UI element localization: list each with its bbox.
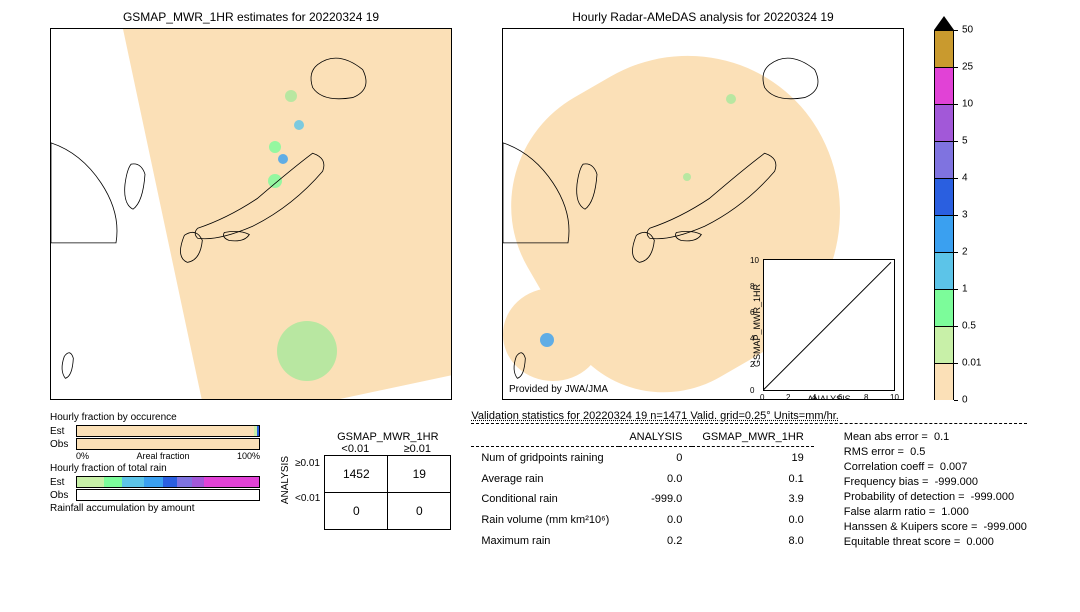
stats-cell: 8.0 <box>692 530 813 551</box>
top-row: GSMAP_MWR_1HR estimates for 20220324 19 … <box>10 10 1070 400</box>
stats-cell: Num of gridpoints raining <box>471 447 619 468</box>
fraction-footer: Rainfall accumulation by amount <box>50 503 260 514</box>
contingency-row-header: ≥0.01 <box>295 458 320 469</box>
colorbar-tick-label: 50 <box>962 25 973 36</box>
contingency-col-header: ≥0.01 <box>386 443 448 455</box>
fraction-bar <box>76 489 260 501</box>
right-map: 45°N40°N35°N30°N25°N125°E130°E135°EProvi… <box>502 28 904 400</box>
inset-scatter: 00224466881010ANALYSISGSMAP_MWR_1HR <box>763 259 895 391</box>
totalrain-title: Hourly fraction of total rain <box>50 463 260 474</box>
contingency-cell: 19 <box>388 456 451 493</box>
stats-metric: Correlation coeff = 0.007 <box>844 461 1027 473</box>
stats-metric: Hanssen & Kuipers score = -999.000 <box>844 521 1027 533</box>
stats-cell: 0.2 <box>619 530 692 551</box>
stats-metric: Mean abs error = 0.1 <box>844 431 1027 443</box>
stats-cell: 3.9 <box>692 489 813 510</box>
scale-right: 100% <box>237 451 260 461</box>
colorbar-tick-label: 10 <box>962 99 973 110</box>
colorbar-tick-label: 1 <box>962 284 968 295</box>
contingency-table: ANALYSIS ≥0.01<0.01 GSMAP_MWR_1HR <0.01≥… <box>280 410 451 551</box>
validation-stats: Validation statistics for 20220324 19 n=… <box>471 410 1027 551</box>
colorbar-tick-label: 4 <box>962 173 968 184</box>
left-map: 45°N40°N35°N30°N25°N125°E130°E135°E140°E… <box>50 28 452 400</box>
stats-metric: Frequency bias = -999.000 <box>844 476 1027 488</box>
stats-header: ANALYSIS <box>619 428 692 447</box>
stats-cell: 0.0 <box>692 510 813 531</box>
stats-metric: Probability of detection = -999.000 <box>844 491 1027 503</box>
scale-center: Areal fraction <box>136 451 189 461</box>
fraction-section: Hourly fraction by occurence Est Obs 0% A… <box>50 410 260 551</box>
colorbar-tick-label: 25 <box>962 62 973 73</box>
stats-cell: 19 <box>692 447 813 468</box>
contingency-row-headers: ≥0.01 <0.01 <box>295 446 320 516</box>
occurrence-title: Hourly fraction by occurence <box>50 412 260 423</box>
bottom-row: Hourly fraction by occurence Est Obs 0% A… <box>50 410 1070 551</box>
fraction-row-label: Est <box>50 477 76 488</box>
stats-cell: 0.0 <box>619 510 692 531</box>
contingency-col-headers: <0.01≥0.01 <box>324 443 451 455</box>
colorbar: 502510543210.50.010 <box>934 30 954 400</box>
stats-columns: ANALYSISGSMAP_MWR_1HR Num of gridpoints r… <box>471 428 1027 551</box>
stats-metric: False alarm ratio = 1.000 <box>844 506 1027 518</box>
colorbar-tick-label: 2 <box>962 247 968 258</box>
stats-left-table: ANALYSISGSMAP_MWR_1HR Num of gridpoints r… <box>471 428 813 551</box>
fraction-bar <box>76 425 260 437</box>
colorbar-tick-label: 5 <box>962 136 968 147</box>
stats-title: Validation statistics for 20220324 19 n=… <box>471 410 1027 422</box>
occurrence-scale: 0% Areal fraction 100% <box>76 451 260 461</box>
stats-right-list: Mean abs error = 0.1 RMS error = 0.5 Corre… <box>844 428 1027 551</box>
stats-cell: Maximum rain <box>471 530 619 551</box>
occurrence-bars: Est Obs <box>50 425 260 450</box>
contingency-title: GSMAP_MWR_1HR <box>324 431 451 443</box>
contingency-y-label: ANALYSIS <box>280 456 291 504</box>
colorbar-tick-label: 0.01 <box>962 358 981 369</box>
fraction-row-label: Obs <box>50 490 76 501</box>
stats-cell: Average rain <box>471 468 619 489</box>
stats-cell: -999.0 <box>619 489 692 510</box>
fraction-row-label: Est <box>50 426 76 437</box>
fraction-row-label: Obs <box>50 439 76 450</box>
stats-header <box>471 428 619 447</box>
left-map-panel: GSMAP_MWR_1HR estimates for 20220324 19 … <box>50 10 452 400</box>
contingency-cell: 0 <box>325 493 388 530</box>
stats-cell: 0.0 <box>619 468 692 489</box>
contingency-cell: 0 <box>388 493 451 530</box>
colorbar-tick-label: 3 <box>962 210 968 221</box>
stats-cell: 0 <box>619 447 692 468</box>
colorbar-tick-label: 0.5 <box>962 321 976 332</box>
stats-cell: Conditional rain <box>471 489 619 510</box>
scale-left: 0% <box>76 451 89 461</box>
colorbar-tick-label: 0 <box>962 395 968 406</box>
fraction-bar <box>76 438 260 450</box>
stats-metric: Equitable threat score = 0.000 <box>844 536 1027 548</box>
left-map-title: GSMAP_MWR_1HR estimates for 20220324 19 <box>50 10 452 24</box>
stats-header: GSMAP_MWR_1HR <box>692 428 813 447</box>
totalrain-bars: Est Obs <box>50 476 260 501</box>
stats-cell: Rain volume (mm km²10⁶) <box>471 510 619 531</box>
contingency-grid: 14521900 <box>324 455 451 530</box>
right-map-panel: Hourly Radar-AMeDAS analysis for 2022032… <box>502 10 904 400</box>
right-map-title: Hourly Radar-AMeDAS analysis for 2022032… <box>502 10 904 24</box>
contingency-col-header: <0.01 <box>324 443 386 455</box>
stats-cell: 0.1 <box>692 468 813 489</box>
contingency-cell: 1452 <box>325 456 388 493</box>
stats-metric: RMS error = 0.5 <box>844 446 1027 458</box>
fraction-bar <box>76 476 260 488</box>
contingency-row-header: <0.01 <box>295 493 320 504</box>
provided-label: Provided by JWA/JMA <box>509 384 608 395</box>
